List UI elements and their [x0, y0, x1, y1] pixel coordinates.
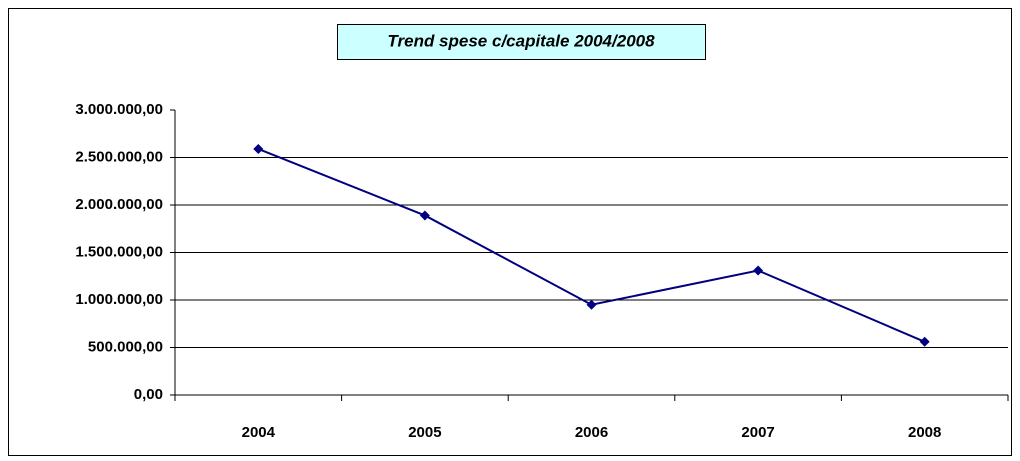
x-tick-label: 2005	[408, 424, 441, 441]
data-point	[586, 299, 597, 310]
data-point	[753, 265, 764, 276]
y-tick-label: 0,00	[134, 386, 163, 403]
y-tick-label: 2.000.000,00	[75, 196, 163, 213]
title-box	[337, 24, 706, 60]
y-tick-label: 1.000.000,00	[75, 291, 163, 308]
y-tick-label: 2.500.000,00	[75, 148, 163, 165]
chart-title: Trend spese c/capitale 2004/2008	[387, 31, 655, 50]
x-tick-label: 2008	[908, 424, 941, 441]
x-tick-label: 2006	[575, 424, 608, 441]
data-point	[919, 336, 930, 347]
y-tick-label: 3.000.000,00	[75, 101, 163, 118]
x-tick-label: 2007	[741, 424, 774, 441]
data-point	[419, 210, 430, 221]
x-tick-label: 2004	[242, 424, 276, 441]
y-tick-label: 1.500.000,00	[75, 243, 163, 260]
y-tick-label: 500.000,00	[88, 338, 163, 355]
data-point	[253, 143, 264, 154]
chart-border	[8, 8, 1012, 456]
